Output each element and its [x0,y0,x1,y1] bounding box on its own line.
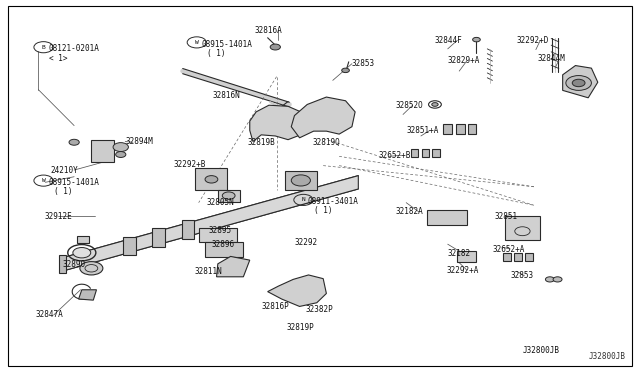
Text: 32844F: 32844F [435,36,463,45]
Polygon shape [422,149,429,157]
Text: 32292+A: 32292+A [447,266,479,275]
Text: 32819P: 32819P [287,323,314,332]
Text: 32819B: 32819B [248,138,276,147]
Polygon shape [79,290,97,300]
Polygon shape [291,97,355,138]
Polygon shape [411,149,419,157]
Text: 32829+A: 32829+A [448,56,480,65]
Text: N: N [301,198,305,202]
Circle shape [69,139,79,145]
Text: 32182: 32182 [448,249,471,258]
Text: J32800JB: J32800JB [588,352,625,361]
Circle shape [113,142,129,151]
Text: 08121-0201A: 08121-0201A [49,44,99,53]
Text: B: B [42,45,45,50]
Text: 32292+D: 32292+D [516,36,549,45]
Polygon shape [198,228,237,242]
Text: ( 1): ( 1) [314,206,332,215]
Polygon shape [285,171,317,190]
Text: ( 1): ( 1) [207,49,225,58]
Text: 08915-1401A: 08915-1401A [49,178,99,187]
Text: 32853: 32853 [352,59,375,68]
Text: ( 1): ( 1) [54,187,72,196]
Text: 32890: 32890 [62,260,85,269]
Circle shape [73,247,91,258]
Text: 32895: 32895 [208,226,232,235]
Text: 32853: 32853 [510,271,533,280]
Polygon shape [458,251,476,262]
Polygon shape [60,254,67,273]
Circle shape [342,68,349,73]
Text: 32912E: 32912E [44,212,72,221]
Polygon shape [563,65,598,98]
Polygon shape [216,256,250,277]
Text: 32851+A: 32851+A [406,126,438,135]
Circle shape [205,176,218,183]
Text: < 1>: < 1> [49,54,67,62]
Polygon shape [152,228,165,247]
Polygon shape [195,168,227,190]
Circle shape [116,151,126,157]
Text: 32182A: 32182A [396,208,423,217]
Text: 32819Q: 32819Q [312,138,340,147]
Polygon shape [91,140,115,162]
Polygon shape [456,124,465,134]
Text: 32292: 32292 [294,238,317,247]
Text: 32851: 32851 [494,212,518,221]
Polygon shape [503,253,511,261]
Text: 32844M: 32844M [537,54,565,63]
Polygon shape [444,124,452,134]
Polygon shape [514,253,522,261]
Text: 32894M: 32894M [125,137,153,146]
Polygon shape [218,190,240,202]
Polygon shape [268,275,326,307]
Polygon shape [250,105,304,141]
Circle shape [432,103,438,106]
Circle shape [566,76,591,90]
Polygon shape [433,149,440,157]
Circle shape [572,79,585,87]
Polygon shape [428,210,467,225]
Text: 32847A: 32847A [36,311,63,320]
Circle shape [222,192,235,199]
Text: 32652+A: 32652+A [492,244,525,253]
Text: 32816A: 32816A [255,26,283,35]
Text: 32805N: 32805N [206,198,234,207]
Text: 32292+B: 32292+B [173,160,205,169]
Text: 32816P: 32816P [261,302,289,311]
Text: W: W [195,40,198,45]
Text: W: W [42,178,45,183]
Text: 32811N: 32811N [194,267,222,276]
Polygon shape [467,124,476,134]
Text: 08915-1401A: 08915-1401A [202,39,253,49]
Text: J32800JB: J32800JB [522,346,559,355]
Text: 32652+B: 32652+B [379,151,411,160]
Polygon shape [182,220,195,239]
Text: 32816N: 32816N [212,91,241,100]
Circle shape [545,277,554,282]
Circle shape [472,37,480,42]
Polygon shape [205,242,243,257]
Text: 32852O: 32852O [396,101,423,110]
Circle shape [270,44,280,50]
Text: 32382P: 32382P [306,305,333,314]
Polygon shape [525,253,532,261]
Circle shape [291,175,310,186]
Polygon shape [65,176,358,270]
Polygon shape [123,237,136,255]
Circle shape [553,277,562,282]
Circle shape [80,262,103,275]
Text: 32896: 32896 [211,240,235,249]
Polygon shape [505,216,540,240]
Text: 08911-3401A: 08911-3401A [308,197,359,206]
Text: 24210Y: 24210Y [51,166,78,174]
Polygon shape [77,236,89,243]
